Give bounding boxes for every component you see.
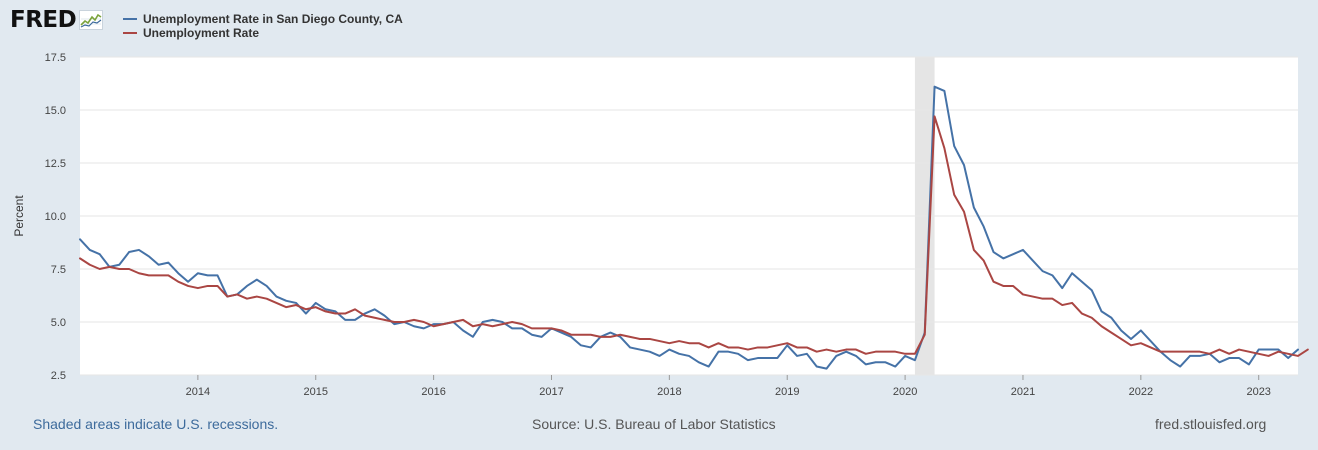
y-tick-label: 15.0	[45, 105, 66, 117]
legend-label-us: Unemployment Rate	[143, 26, 260, 40]
gridlines	[80, 56, 1298, 376]
fred-chart-icon	[79, 10, 104, 30]
recession-note-link[interactable]: Shaded areas indicate U.S. recessions.	[33, 416, 279, 432]
fred-logo[interactable]: FRED	[10, 7, 104, 33]
y-tick-label: 2.5	[51, 370, 66, 382]
x-tick-label: 2021	[1011, 386, 1035, 398]
x-tick-label: 2017	[539, 386, 563, 398]
y-tick-label: 10.0	[45, 211, 66, 223]
chart-legend: Unemployment Rate in San Diego County, C…	[123, 12, 403, 40]
x-tick-label: 2015	[303, 386, 327, 398]
line-chart: 2.55.07.510.012.515.017.5 2014 2015 2016 20…	[12, 52, 1309, 398]
chart-header: FRED Unemployment Rate in San Diego Coun…	[0, 0, 1318, 50]
y-tick-label: 5.0	[51, 317, 66, 329]
series-line-us	[79, 115, 1309, 357]
x-axis-ticks: 2014 2015 2016 2017 2018 2019 2020 2021 2022 2023	[186, 375, 1271, 398]
y-axis-title: Percent	[12, 195, 26, 237]
chart-footer: Shaded areas indicate U.S. recessions. S…	[0, 416, 1318, 436]
x-tick-label: 2020	[893, 386, 917, 398]
y-tick-label: 7.5	[51, 264, 66, 276]
series-lines	[79, 85, 1309, 370]
legend-swatch-san-diego	[123, 18, 137, 20]
x-tick-label: 2022	[1129, 386, 1153, 398]
y-axis-ticks: 2.5 5.0 7.5 10.0 12.5 15.0 17.5	[45, 52, 66, 382]
source-note: Source: U.S. Bureau of Labor Statistics	[532, 416, 776, 432]
x-tick-label: 2014	[186, 386, 210, 398]
x-tick-label: 2023	[1246, 386, 1270, 398]
legend-label-san-diego: Unemployment Rate in San Diego County, C…	[143, 12, 403, 26]
x-tick-label: 2016	[421, 386, 445, 398]
series-line-san-diego	[79, 85, 1299, 370]
site-url[interactable]: fred.stlouisfed.org	[1155, 416, 1267, 432]
legend-item-us[interactable]: Unemployment Rate	[123, 26, 403, 40]
fred-logo-text: FRED	[10, 7, 77, 33]
x-tick-label: 2019	[775, 386, 799, 398]
y-tick-label: 17.5	[45, 52, 66, 64]
x-tick-label: 2018	[657, 386, 681, 398]
legend-item-san-diego[interactable]: Unemployment Rate in San Diego County, C…	[123, 12, 403, 26]
y-tick-label: 12.5	[45, 158, 66, 170]
legend-swatch-us	[123, 32, 137, 34]
